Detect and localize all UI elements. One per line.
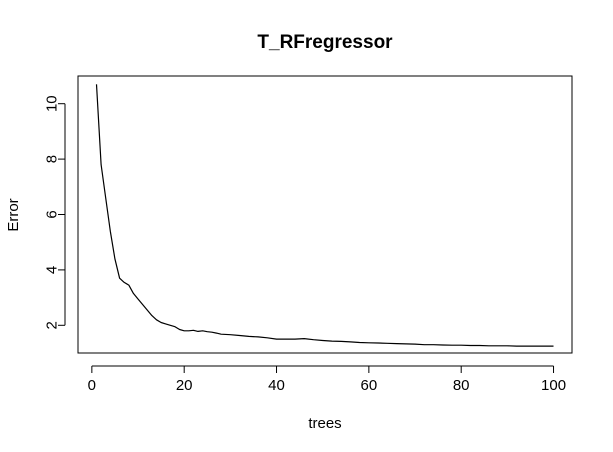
series-line xyxy=(95,84,554,347)
y-tick-label: 10 xyxy=(44,95,61,112)
y-tick-label: 8 xyxy=(44,155,61,163)
x-axis: 0 20 40 60 80 100 xyxy=(88,365,566,394)
x-tick-label: 0 xyxy=(88,377,96,394)
plot-frame xyxy=(77,75,573,354)
chart-title: T_RFregressor xyxy=(257,32,393,53)
x-tick-label: 20 xyxy=(176,377,193,394)
y-axis-label: Error xyxy=(5,198,22,231)
y-tick-label: 2 xyxy=(44,321,61,329)
x-tick-label: 80 xyxy=(453,377,470,394)
x-tick-label: 40 xyxy=(268,377,285,394)
x-axis-label: trees xyxy=(308,415,341,432)
x-tick-label: 100 xyxy=(541,377,566,394)
x-tick-label: 60 xyxy=(361,377,378,394)
y-axis: 2 4 6 8 10 xyxy=(44,95,66,329)
series-layer xyxy=(95,84,554,347)
y-tick-label: 6 xyxy=(44,210,61,218)
y-tick-label: 4 xyxy=(44,266,61,274)
